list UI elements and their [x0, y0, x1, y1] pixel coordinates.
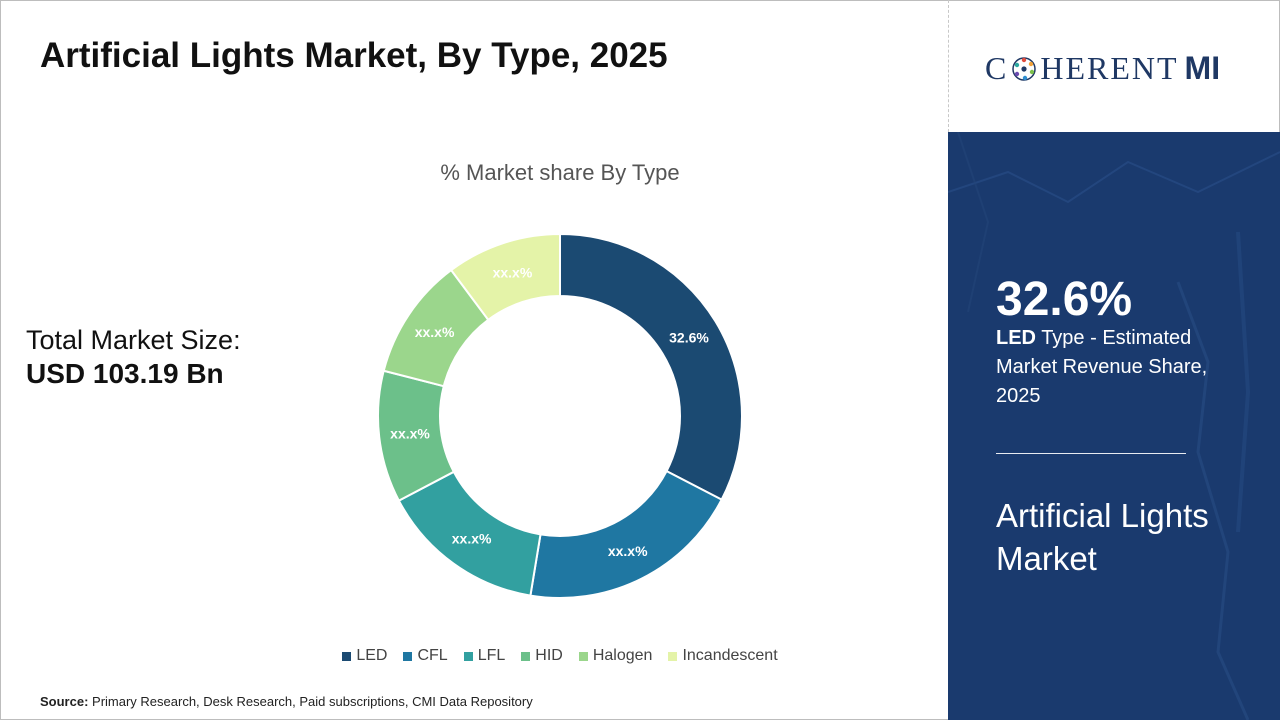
- data-label-incandescent: xx.x%: [493, 265, 533, 281]
- highlight-segment: LED: [996, 327, 1036, 349]
- legend-label: CFL: [417, 647, 448, 664]
- legend-label: LFL: [477, 647, 506, 664]
- globe-icon: [1012, 56, 1037, 81]
- legend-swatch: [342, 651, 352, 661]
- legend-label: LED: [356, 647, 388, 664]
- donut-chart: 32.6% xx.x% xx.x% xx.x% xx.x% xx.x%: [377, 232, 743, 599]
- highlight-value: 32.6%: [996, 273, 1133, 326]
- logo-text-herent: HERENT: [1040, 50, 1179, 86]
- donut-slices: [377, 232, 743, 599]
- legend-swatch: [463, 651, 473, 661]
- logo-text-mi: MI: [1184, 50, 1221, 86]
- coherent-mi-logo: C HERENT MI: [985, 50, 1220, 87]
- chart-legend: LED CFL LFL HID Halogen Incandescent: [320, 647, 800, 665]
- data-label-cfl: xx.x%: [608, 543, 648, 559]
- donut-slice-led: [559, 232, 743, 501]
- highlight-panel: 32.6% LED Type - Estimated Market Revenu…: [948, 132, 1280, 720]
- legend-item-cfl: CFL: [403, 647, 448, 665]
- source-label: Source:: [40, 694, 89, 709]
- data-label-halogen: xx.x%: [415, 324, 455, 340]
- highlight-description: LED Type - Estimated Market Revenue Shar…: [996, 324, 1246, 411]
- legend-item-halogen: Halogen: [578, 647, 653, 665]
- market-name: Artificial Lights Market: [996, 497, 1209, 577]
- legend-swatch: [668, 651, 678, 661]
- panel-rule: [996, 453, 1186, 454]
- legend-item-led: LED: [342, 647, 387, 665]
- legend-label: Halogen: [592, 647, 653, 664]
- market-size-value: USD 103.19 Bn: [26, 358, 224, 389]
- chart-title: % Market share By Type: [440, 160, 680, 185]
- logo-text-c: C: [985, 50, 1009, 86]
- source-note: Source: Primary Research, Desk Research,…: [40, 694, 533, 709]
- data-label-led: 32.6%: [669, 330, 709, 346]
- source-text: Primary Research, Desk Research, Paid su…: [92, 694, 533, 709]
- market-size-label: Total Market Size:: [26, 325, 241, 355]
- panel-divider: [948, 0, 949, 132]
- donut-slice-cfl: [529, 469, 723, 599]
- legend-swatch: [403, 651, 413, 661]
- market-size-block: Total Market Size: USD 103.19 Bn: [26, 325, 241, 390]
- legend-swatch: [578, 651, 588, 661]
- page-title: Artificial Lights Market, By Type, 2025: [40, 36, 668, 75]
- data-label-hid: xx.x%: [390, 426, 430, 442]
- legend-item-incandescent: Incandescent: [668, 647, 778, 665]
- legend-label: Incandescent: [682, 647, 778, 664]
- legend-item-hid: HID: [521, 647, 563, 665]
- donut-labels: 32.6% xx.x% xx.x% xx.x% xx.x% xx.x%: [390, 265, 709, 559]
- map-pattern-decoration: [948, 132, 1280, 720]
- donut-slice-incandescent: [449, 232, 561, 322]
- legend-item-lfl: LFL: [463, 647, 506, 665]
- legend-label: HID: [535, 647, 563, 664]
- legend-swatch: [521, 651, 531, 661]
- data-label-lfl: xx.x%: [452, 530, 492, 546]
- highlight-text: Type - Estimated Market Revenue Share, 2…: [996, 327, 1208, 407]
